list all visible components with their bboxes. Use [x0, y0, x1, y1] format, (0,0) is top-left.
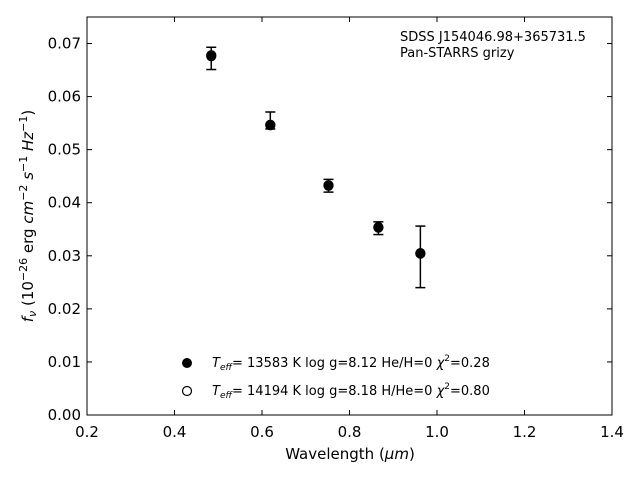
- legend-2-eff: eff: [220, 391, 234, 401]
- y-label-close: ): [19, 110, 37, 116]
- data-point-filled: [323, 180, 334, 191]
- x-axis-label-close: ): [409, 445, 415, 463]
- x-tick-label: 0.6: [250, 423, 274, 441]
- x-tick-label: 0.4: [163, 423, 187, 441]
- x-tick-label: 0.8: [338, 423, 362, 441]
- y-label-s-exp: −1: [17, 156, 30, 172]
- legend-1-t: T: [212, 356, 221, 371]
- y-tick-label: 0.04: [48, 194, 81, 212]
- y-label-hz-exp: −1: [17, 116, 30, 132]
- legend-2-two: 2: [444, 382, 450, 392]
- y-tick-label: 0.03: [48, 247, 81, 265]
- legend-1-val: =0.28: [450, 356, 490, 371]
- legend-marker-filled: [182, 358, 192, 368]
- legend-entry-1: Teff= 13583 K log g=8.12 He/H=0 χ2=0.28: [212, 354, 490, 373]
- y-tick-label: 0.07: [48, 35, 81, 53]
- x-axis-label-unit: μm: [384, 445, 409, 463]
- data-point-filled: [415, 248, 426, 259]
- annotation-object: SDSS J154046.98+365731.5: [400, 30, 586, 45]
- data-point-filled: [206, 51, 217, 62]
- y-label-cm-exp: −2: [17, 185, 30, 201]
- y-label-erg: erg: [19, 224, 37, 258]
- legend-2-chi: χ: [436, 384, 446, 399]
- y-tick-label: 0.00: [48, 406, 81, 424]
- y-label-f: f: [19, 314, 37, 322]
- legend-marker-open: [181, 385, 193, 397]
- data-points: [206, 50, 426, 259]
- y-label-s: s: [19, 172, 37, 185]
- legend-2-val: =0.80: [450, 384, 490, 399]
- legend-1-eff: eff: [220, 363, 234, 373]
- legend-2-rest: = 14194 K log g=8.18 H/He=0: [232, 384, 437, 399]
- y-tick-label: 0.01: [48, 353, 81, 371]
- x-axis-label: Wavelength (μm): [285, 445, 415, 463]
- data-point-filled: [265, 120, 276, 131]
- y-tick-label: 0.02: [48, 300, 81, 318]
- x-tick-label: 1.0: [425, 423, 449, 441]
- y-label-open: (10: [19, 281, 37, 311]
- legend-1-rest: = 13583 K log g=8.12 He/H=0: [232, 356, 437, 371]
- axis-ticks: 0.2 0.4 0.6 0.8 1.0 1.2 1.4 0.00 0.01 0.02 0.03 0.0…: [48, 17, 624, 441]
- legend: Teff= 13583 K log g=8.12 He/H=0 χ2=0.28 …: [181, 354, 490, 401]
- x-tick-label: 1.4: [600, 423, 624, 441]
- plot-area: [86, 16, 613, 416]
- data-point-filled: [373, 222, 384, 233]
- y-label-exp: −26: [17, 258, 30, 281]
- legend-2-t: T: [212, 384, 221, 399]
- y-label-cm: cm: [19, 201, 37, 224]
- x-tick-label: 1.2: [513, 423, 537, 441]
- y-axis-label: fν (10−26 erg cm−2 s−1 Hz−1): [17, 110, 39, 322]
- y-label-hz: Hz: [19, 131, 37, 156]
- legend-1-chi: χ: [436, 356, 446, 371]
- x-tick-label: 0.2: [75, 423, 99, 441]
- y-label-nu: ν: [26, 311, 39, 317]
- x-axis-label-main: Wavelength (: [285, 445, 385, 463]
- y-tick-label: 0.05: [48, 141, 81, 159]
- y-tick-label: 0.06: [48, 88, 81, 106]
- legend-entry-2: Teff= 14194 K log g=8.18 H/He=0 χ2=0.80: [212, 382, 490, 401]
- legend-1-two: 2: [444, 354, 450, 364]
- annotation-survey: Pan-STARRS grizy: [400, 46, 515, 61]
